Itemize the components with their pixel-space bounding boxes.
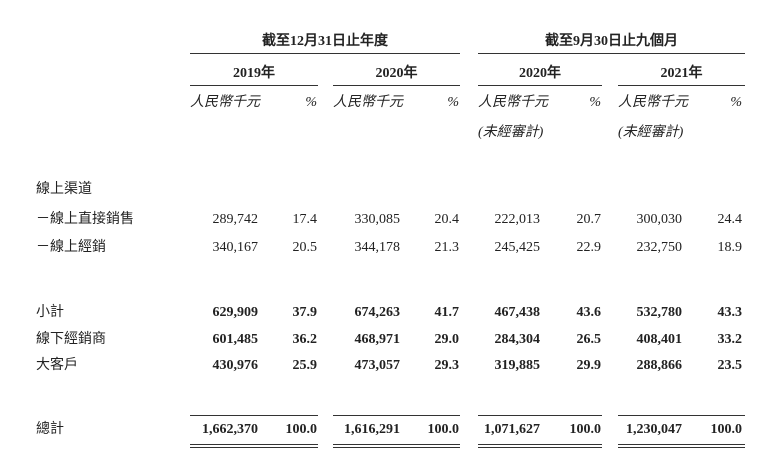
year: 2020年 xyxy=(519,66,561,81)
unit: 人民幣千元 xyxy=(333,95,403,110)
rule xyxy=(478,447,602,448)
cell: 330,085 xyxy=(354,212,401,227)
pct: % xyxy=(589,95,601,110)
cell: 29.0 xyxy=(434,332,460,347)
rule xyxy=(478,415,602,416)
cell: 300,030 xyxy=(636,212,683,227)
rule xyxy=(478,444,602,445)
cell: 43.3 xyxy=(717,305,743,320)
year: 2020年 xyxy=(375,66,418,81)
rule xyxy=(618,85,745,86)
cell: 629,909 xyxy=(212,305,259,320)
pct: % xyxy=(730,95,742,110)
rule xyxy=(618,415,745,416)
rule xyxy=(190,447,318,448)
cell: 43.6 xyxy=(576,305,602,320)
cell: 473,057 xyxy=(354,358,401,373)
cell: 21.3 xyxy=(434,240,460,255)
rule xyxy=(333,85,460,86)
cell: 532,780 xyxy=(636,305,683,320)
rule xyxy=(478,53,745,54)
cell: 26.5 xyxy=(576,332,602,347)
period-title: 截至9月30日止九個月 xyxy=(545,34,678,49)
cell: 100.0 xyxy=(427,422,460,437)
cell: 284,304 xyxy=(494,332,541,347)
cell: 29.9 xyxy=(576,358,602,373)
cell: 468,971 xyxy=(354,332,401,347)
year: 2019年 xyxy=(233,66,275,81)
cell: 20.7 xyxy=(576,212,602,227)
cell: 100.0 xyxy=(285,422,318,437)
rule xyxy=(333,447,460,448)
cell: 41.7 xyxy=(434,305,460,320)
cell: 22.9 xyxy=(576,240,602,255)
cell: 601,485 xyxy=(212,332,259,347)
cell: 20.5 xyxy=(292,240,318,255)
cell: 17.4 xyxy=(292,212,318,227)
rule xyxy=(618,444,745,445)
cell: 1,616,291 xyxy=(344,422,400,437)
rule xyxy=(190,53,460,54)
unit: 人民幣千元 xyxy=(618,95,688,110)
row-label: 線下經銷商 xyxy=(36,332,106,347)
cell: 245,425 xyxy=(494,240,541,255)
cell: 289,742 xyxy=(212,212,259,227)
rule xyxy=(190,444,318,445)
cell: 222,013 xyxy=(494,212,541,227)
cell: 467,438 xyxy=(494,305,541,320)
cell: 23.5 xyxy=(717,358,743,373)
cell: 36.2 xyxy=(292,332,318,347)
row-label: 大客戶 xyxy=(36,358,78,373)
note: (未經審計) xyxy=(478,125,544,140)
cell: 674,263 xyxy=(354,305,401,320)
cell: 1,230,047 xyxy=(626,422,682,437)
row-label: 線上渠道 xyxy=(36,182,92,197)
cell: 100.0 xyxy=(710,422,743,437)
cell: 232,750 xyxy=(636,240,683,255)
cell: 1,071,627 xyxy=(484,422,540,437)
rule xyxy=(478,85,602,86)
cell: 33.2 xyxy=(717,332,743,347)
rule xyxy=(333,415,460,416)
cell: 288,866 xyxy=(636,358,683,373)
row-label: －線上經銷 xyxy=(36,240,106,255)
cell: 37.9 xyxy=(292,305,318,320)
cell: 430,976 xyxy=(212,358,259,373)
rule xyxy=(190,415,318,416)
pct: % xyxy=(447,95,459,110)
cell: 1,662,370 xyxy=(202,422,258,437)
cell: 319,885 xyxy=(494,358,541,373)
cell: 340,167 xyxy=(212,240,259,255)
row-label: 小計 xyxy=(36,305,64,320)
year: 2021年 xyxy=(660,66,703,81)
row-label: 總計 xyxy=(36,422,64,437)
unit: 人民幣千元 xyxy=(190,95,260,110)
note: (未經審計) xyxy=(618,125,684,140)
cell: 29.3 xyxy=(434,358,460,373)
row-label: －線上直接銷售 xyxy=(36,212,134,227)
unit: 人民幣千元 xyxy=(478,95,548,110)
cell: 24.4 xyxy=(717,212,743,227)
cell: 25.9 xyxy=(292,358,318,373)
cell: 344,178 xyxy=(354,240,401,255)
cell: 18.9 xyxy=(717,240,743,255)
cell: 100.0 xyxy=(569,422,602,437)
rule xyxy=(333,444,460,445)
rule xyxy=(190,85,318,86)
rule xyxy=(618,447,745,448)
cell: 20.4 xyxy=(434,212,460,227)
period-title: 截至12月31日止年度 xyxy=(262,34,388,49)
cell: 408,401 xyxy=(636,332,683,347)
pct: % xyxy=(305,95,317,110)
